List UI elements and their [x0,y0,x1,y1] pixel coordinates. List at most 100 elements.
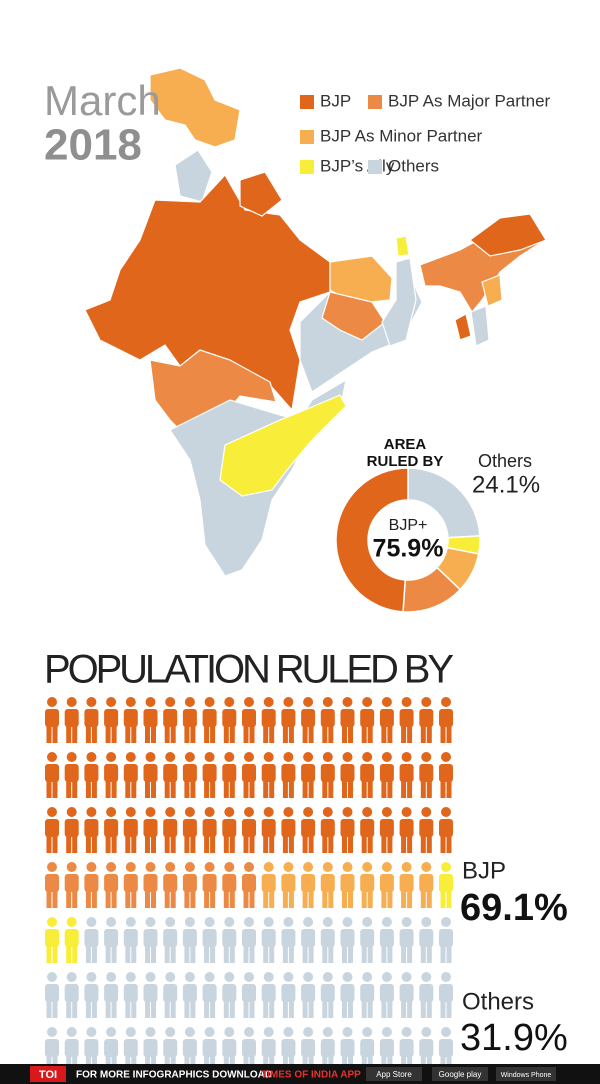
icon-head [342,697,353,707]
person-icon [261,862,276,908]
legend-swatch [300,95,314,109]
icon-body [123,874,138,892]
icon-body [143,819,158,837]
map-region [469,213,547,257]
icon-body [64,819,79,837]
icon-body [163,874,178,892]
store-badge[interactable] [432,1067,488,1081]
icon-leg [105,835,111,853]
legend: BJP BJP As Major Partner BJP As Minor Part… [300,91,551,175]
store-label[interactable]: Windows Phone [501,1072,552,1079]
icon-head [441,972,451,982]
icon-body [222,984,237,1002]
icon-leg [210,945,216,963]
icon-leg [52,780,58,798]
icon-head [224,862,235,872]
person-icon [399,917,414,963]
icon-body [84,929,99,947]
icon-head [283,972,294,982]
icon-body [104,874,119,892]
icon-head [106,697,117,707]
icon-body [163,819,178,837]
person-icon [202,807,217,853]
icon-leg [263,890,269,908]
icon-head [322,697,333,707]
icon-body [360,819,375,837]
icon-body [45,874,59,892]
icon-leg [243,945,249,963]
icon-head [125,862,136,872]
icon-head [342,1027,353,1037]
icon-leg [367,780,373,798]
icon-leg [145,835,150,853]
icon-leg [243,890,249,908]
icon-head [47,1027,57,1037]
icon-leg [420,1000,426,1018]
icon-head [441,697,451,707]
icon-leg [184,890,190,908]
icon-body [320,984,335,1002]
person-icon [182,917,197,963]
header-month: March [44,77,161,124]
icon-head [362,752,373,762]
icon-head [244,972,254,982]
person-icon [419,917,434,963]
icon-head [263,917,274,927]
icon-body [340,764,355,782]
icon-leg [328,945,334,963]
icon-body [84,984,99,1002]
icon-leg [72,1000,78,1018]
icon-head [342,862,353,872]
person-icon [281,807,296,853]
icon-body [242,874,256,892]
person-icon [45,972,59,1018]
icon-leg [223,890,229,908]
icon-leg [269,1000,275,1018]
pictogram-label: Others [462,988,534,1015]
icon-leg [308,945,314,963]
icon-head [322,807,333,817]
store-label[interactable]: App Store [376,1070,412,1079]
icon-head [244,917,254,927]
legend-label: Others [388,156,439,175]
icon-head [106,862,117,872]
footer-text: FOR MORE INFOGRAPHICS DOWNLOAD [76,1070,272,1081]
icon-body [222,819,237,837]
icon-head [145,752,156,762]
icon-leg [223,725,229,743]
icon-head [303,972,314,982]
map-region [219,394,347,497]
icon-head [401,917,412,927]
icon-leg [367,725,373,743]
store-label[interactable]: Google play [439,1070,482,1079]
person-icon [182,807,197,853]
store-badge[interactable] [496,1067,556,1081]
icon-leg [111,780,117,798]
icon-leg [204,945,210,963]
icon-head [86,972,97,982]
icon-head [204,1027,215,1037]
icon-body [281,764,296,782]
icon-body [64,709,79,727]
icon-head [283,917,294,927]
icon-head [165,972,176,982]
icon-leg [401,780,407,798]
person-icon [379,917,394,963]
store-badge[interactable] [366,1067,422,1081]
icon-leg [282,890,288,908]
icon-leg [131,725,137,743]
icon-head [441,752,451,762]
icon-leg [387,780,393,798]
icon-body [104,929,119,947]
icon-head [86,697,97,707]
icon-leg [131,890,137,908]
person-icon [301,862,316,908]
icon-leg [66,835,72,853]
icon-head [362,807,373,817]
icon-leg [210,890,216,908]
footer-app: TIMES OF INDIA APP [261,1070,361,1081]
icon-body [399,709,414,727]
icon-body [242,764,256,782]
icon-leg [269,945,275,963]
icon-head [224,752,235,762]
